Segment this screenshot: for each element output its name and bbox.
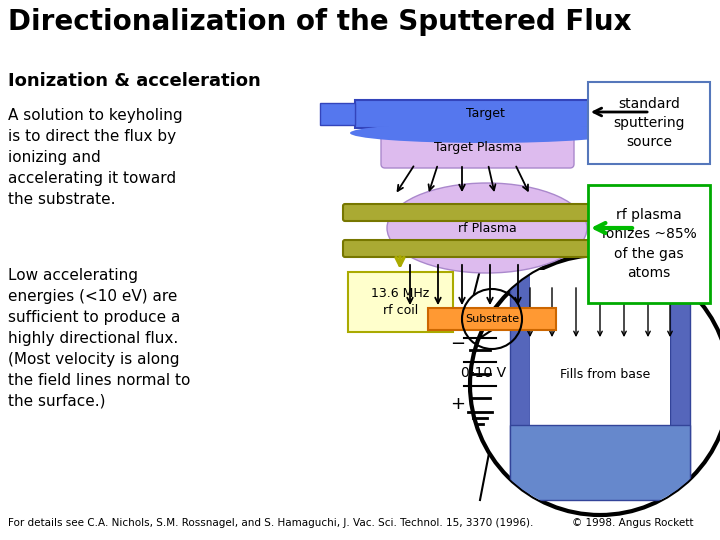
Text: 0-10 V: 0-10 V	[461, 366, 506, 380]
Text: Low accelerating
energies (<10 eV) are
sufficient to produce a
highly directiona: Low accelerating energies (<10 eV) are s…	[8, 268, 190, 409]
Text: © 1998. Angus Rockett: © 1998. Angus Rockett	[572, 518, 694, 528]
Text: Target: Target	[466, 107, 505, 120]
Text: Substrate: Substrate	[465, 314, 519, 324]
Text: Ionization & acceleration: Ionization & acceleration	[8, 72, 261, 90]
Ellipse shape	[350, 123, 620, 143]
Bar	[320, 103, 355, 125]
Text: 13.6 MHz
rf coil: 13.6 MHz rf coil	[372, 287, 430, 317]
Text: Fills from base: Fills from base	[560, 368, 650, 381]
Bar	[530, 270, 670, 500]
Text: Target Plasma: Target Plasma	[433, 141, 521, 154]
Bar	[588, 185, 710, 303]
Bar	[510, 270, 530, 500]
Bar	[355, 100, 615, 128]
Bar	[428, 308, 556, 330]
Circle shape	[470, 255, 720, 515]
Bar	[348, 272, 453, 332]
Text: −: −	[451, 335, 466, 353]
Bar	[588, 82, 710, 164]
FancyBboxPatch shape	[343, 240, 637, 257]
Text: standard
sputtering
source: standard sputtering source	[613, 97, 685, 150]
Bar	[615, 103, 650, 125]
Text: +: +	[451, 395, 466, 413]
FancyBboxPatch shape	[343, 204, 637, 221]
Text: Directionalization of the Sputtered Flux: Directionalization of the Sputtered Flux	[8, 8, 631, 36]
FancyBboxPatch shape	[381, 128, 574, 168]
Bar	[670, 270, 690, 500]
Bar	[510, 425, 690, 500]
Text: rf plasma
ionizes ~85%
of the gas
atoms: rf plasma ionizes ~85% of the gas atoms	[602, 208, 696, 280]
Ellipse shape	[387, 183, 587, 273]
Text: rf Plasma: rf Plasma	[458, 221, 516, 234]
Text: A solution to keyholing
is to direct the flux by
ionizing and
accelerating it to: A solution to keyholing is to direct the…	[8, 108, 183, 207]
Text: For details see C.A. Nichols, S.M. Rossnagel, and S. Hamaguchi, J. Vac. Sci. Tec: For details see C.A. Nichols, S.M. Rossn…	[8, 518, 534, 528]
